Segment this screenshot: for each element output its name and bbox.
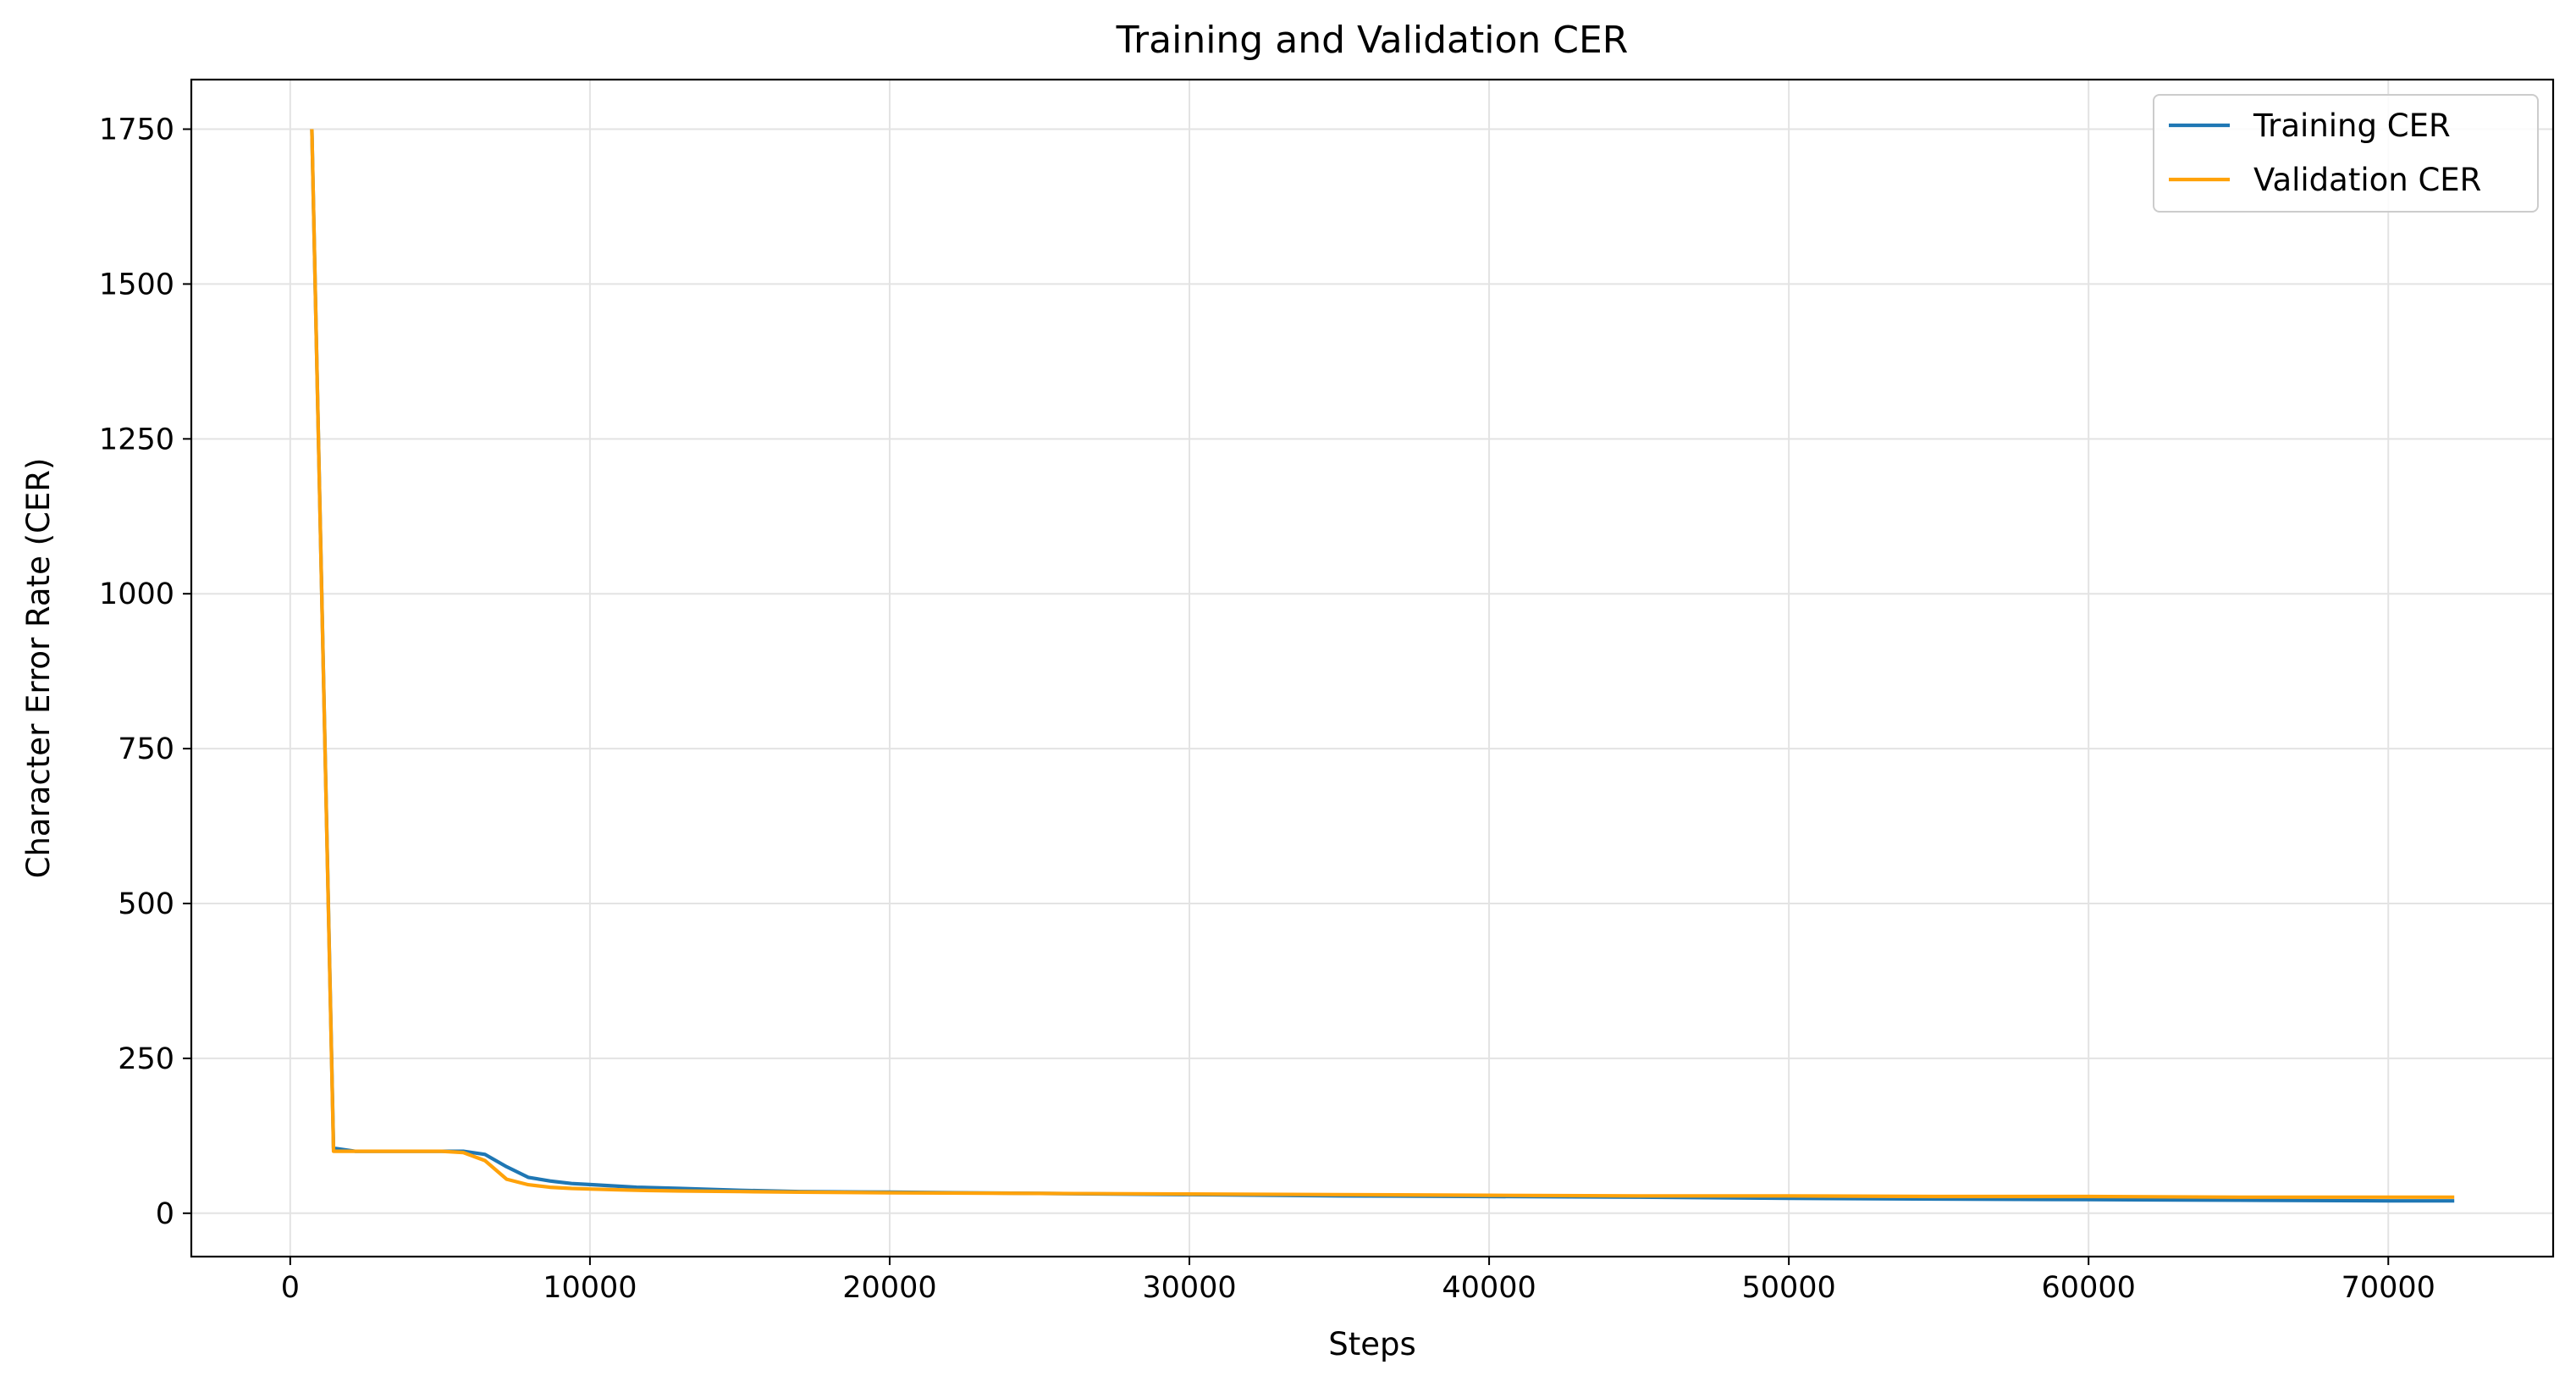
x-tick-label: 40000 (1442, 1271, 1536, 1305)
y-tick-label: 1250 (99, 423, 174, 456)
legend-box (2153, 94, 2539, 213)
y-tick-label: 750 (118, 732, 174, 766)
y-tick-label: 1500 (99, 268, 174, 301)
chart-title: Training and Validation CER (1116, 19, 1629, 62)
x-tick-label: 0 (281, 1271, 300, 1305)
x-tick-label: 30000 (1142, 1271, 1236, 1305)
y-tick-label: 1000 (99, 577, 174, 611)
x-tick-label: 60000 (2042, 1271, 2136, 1305)
series-lines (310, 129, 2455, 1203)
grid (191, 80, 2553, 1257)
y-tick-label: 500 (118, 887, 174, 921)
plot-frame (190, 78, 2555, 1258)
y-tick-label: 250 (118, 1042, 174, 1076)
y-tick-label: 1750 (99, 113, 174, 147)
x-tick-label: 20000 (842, 1271, 936, 1305)
series-line-validation-cer (310, 129, 2455, 1199)
x-axis-title: Steps (1328, 1326, 1416, 1362)
x-tick-label: 50000 (1741, 1271, 1835, 1305)
legend: Training CER Validation CER (2153, 94, 2539, 213)
x-tick-label: 10000 (543, 1271, 637, 1305)
x-tick-label: 70000 (2342, 1271, 2435, 1305)
legend-label: Validation CER (2253, 162, 2481, 198)
axis-ticks: 0 10000 20000 30000 40000 50000 60000 70000 0 250… (99, 113, 2435, 1305)
legend-label: Training CER (2253, 108, 2451, 144)
y-axis-title: Character Error Rate (CER) (20, 458, 57, 879)
y-tick-label: 0 (156, 1197, 174, 1231)
